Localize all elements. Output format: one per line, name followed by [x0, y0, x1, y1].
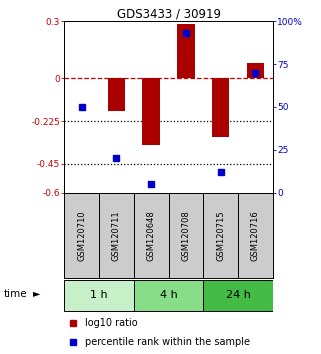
Bar [108, 78, 125, 111]
Text: 1 h: 1 h [90, 290, 108, 299]
Text: percentile rank within the sample: percentile rank within the sample [85, 337, 250, 347]
Text: GSM120711: GSM120711 [112, 210, 121, 261]
Text: 4 h: 4 h [160, 290, 178, 299]
Bar [203, 280, 273, 311]
Text: time: time [3, 289, 27, 298]
Text: 24 h: 24 h [226, 290, 250, 299]
Text: GSM120710: GSM120710 [77, 210, 86, 261]
Text: ►: ► [33, 289, 41, 298]
Text: GSM120648: GSM120648 [147, 210, 156, 261]
Title: GDS3433 / 30919: GDS3433 / 30919 [117, 7, 221, 20]
Bar [177, 24, 195, 78]
Bar [143, 78, 160, 145]
Bar [134, 280, 203, 311]
Bar [64, 280, 134, 311]
Text: GSM120716: GSM120716 [251, 210, 260, 261]
Text: GSM120715: GSM120715 [216, 210, 225, 261]
Bar [212, 78, 230, 137]
Bar [247, 63, 264, 78]
Text: log10 ratio: log10 ratio [85, 318, 138, 328]
Text: GSM120708: GSM120708 [181, 210, 190, 261]
